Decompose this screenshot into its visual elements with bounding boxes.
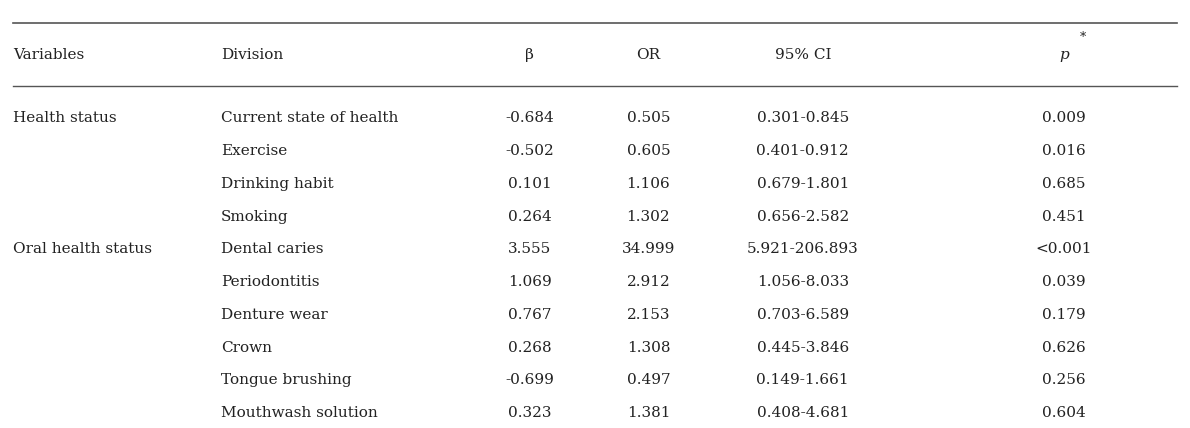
Text: 5.921-206.893: 5.921-206.893 — [747, 242, 859, 256]
Text: Periodontitis: Periodontitis — [221, 275, 320, 289]
Text: Mouthwash solution: Mouthwash solution — [221, 406, 377, 420]
Text: Oral health status: Oral health status — [13, 242, 152, 256]
Text: 0.179: 0.179 — [1042, 308, 1085, 322]
Text: 2.153: 2.153 — [627, 308, 670, 322]
Text: 1.381: 1.381 — [627, 406, 670, 420]
Text: Health status: Health status — [13, 111, 117, 125]
Text: 3.555: 3.555 — [508, 242, 551, 256]
Text: 0.605: 0.605 — [627, 144, 670, 158]
Text: 2.912: 2.912 — [627, 275, 670, 289]
Text: 1.302: 1.302 — [627, 210, 670, 223]
Text: 1.056-8.033: 1.056-8.033 — [757, 275, 848, 289]
Text: 0.656-2.582: 0.656-2.582 — [757, 210, 848, 223]
Text: OR: OR — [637, 48, 660, 62]
Text: 0.604: 0.604 — [1042, 406, 1085, 420]
Text: 0.767: 0.767 — [508, 308, 551, 322]
Text: 0.101: 0.101 — [508, 177, 552, 191]
Text: 0.268: 0.268 — [508, 341, 551, 354]
Text: 0.149-1.661: 0.149-1.661 — [757, 373, 850, 387]
Text: 0.679-1.801: 0.679-1.801 — [757, 177, 848, 191]
Text: Exercise: Exercise — [221, 144, 287, 158]
Text: Denture wear: Denture wear — [221, 308, 327, 322]
Text: *: * — [1079, 31, 1085, 44]
Text: -0.684: -0.684 — [506, 111, 555, 125]
Text: β: β — [525, 48, 534, 62]
Text: 0.401-0.912: 0.401-0.912 — [757, 144, 850, 158]
Text: 0.408-4.681: 0.408-4.681 — [757, 406, 848, 420]
Text: 0.301-0.845: 0.301-0.845 — [757, 111, 848, 125]
Text: 1.106: 1.106 — [627, 177, 670, 191]
Text: 0.323: 0.323 — [508, 406, 551, 420]
Text: Crown: Crown — [221, 341, 273, 354]
Text: Smoking: Smoking — [221, 210, 289, 223]
Text: 0.626: 0.626 — [1042, 341, 1085, 354]
Text: 0.016: 0.016 — [1042, 144, 1085, 158]
Text: -0.502: -0.502 — [506, 144, 555, 158]
Text: Current state of health: Current state of health — [221, 111, 399, 125]
Text: 0.505: 0.505 — [627, 111, 670, 125]
Text: 0.445-3.846: 0.445-3.846 — [757, 341, 848, 354]
Text: p: p — [1059, 48, 1069, 62]
Text: -0.699: -0.699 — [506, 373, 555, 387]
Text: Drinking habit: Drinking habit — [221, 177, 333, 191]
Text: 34.999: 34.999 — [621, 242, 675, 256]
Text: 1.069: 1.069 — [508, 275, 552, 289]
Text: 0.256: 0.256 — [1042, 373, 1085, 387]
Text: 0.685: 0.685 — [1042, 177, 1085, 191]
Text: 0.264: 0.264 — [508, 210, 552, 223]
Text: Variables: Variables — [13, 48, 84, 62]
Text: 0.451: 0.451 — [1042, 210, 1085, 223]
Text: Dental caries: Dental caries — [221, 242, 324, 256]
Text: <0.001: <0.001 — [1035, 242, 1092, 256]
Text: Tongue brushing: Tongue brushing — [221, 373, 352, 387]
Text: Division: Division — [221, 48, 283, 62]
Text: 0.703-6.589: 0.703-6.589 — [757, 308, 848, 322]
Text: 0.009: 0.009 — [1042, 111, 1085, 125]
Text: 0.497: 0.497 — [627, 373, 670, 387]
Text: 1.308: 1.308 — [627, 341, 670, 354]
Text: 95% CI: 95% CI — [775, 48, 831, 62]
Text: 0.039: 0.039 — [1042, 275, 1085, 289]
